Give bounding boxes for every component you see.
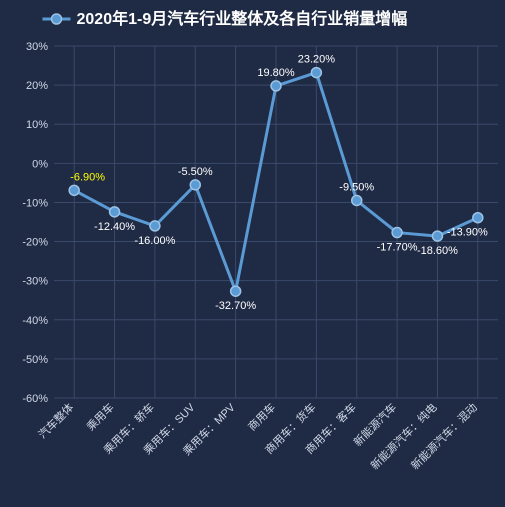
- data-marker: [190, 180, 200, 190]
- data-marker: [69, 185, 79, 195]
- data-marker: [392, 228, 402, 238]
- y-tick-label: 0%: [32, 158, 48, 170]
- data-label: -17.70%: [377, 242, 418, 254]
- y-tick-label: 10%: [26, 119, 48, 131]
- chart-svg: -60%-50%-40%-30%-20%-10%0%10%20%30%汽车整体乘…: [0, 0, 505, 507]
- data-label: -16.00%: [134, 235, 175, 247]
- y-tick-label: -60%: [22, 393, 48, 405]
- data-label: 23.20%: [298, 54, 336, 66]
- data-marker: [311, 68, 321, 78]
- y-tick-label: -40%: [22, 315, 48, 327]
- y-tick-label: 20%: [26, 80, 48, 92]
- data-label: -9.50%: [339, 181, 374, 193]
- data-label: -5.50%: [178, 166, 213, 178]
- data-label: -12.40%: [94, 221, 135, 233]
- data-label: -6.90%: [70, 171, 105, 183]
- sales-growth-chart: -60%-50%-40%-30%-20%-10%0%10%20%30%汽车整体乘…: [0, 0, 505, 507]
- y-tick-label: -50%: [22, 354, 48, 366]
- data-label: 19.80%: [257, 67, 295, 79]
- data-marker: [473, 213, 483, 223]
- data-label: -18.60%: [417, 245, 458, 257]
- data-marker: [110, 207, 120, 217]
- legend-marker: [52, 14, 62, 24]
- data-marker: [231, 286, 241, 296]
- y-tick-label: -10%: [22, 197, 48, 209]
- y-tick-label: -20%: [22, 237, 48, 249]
- data-marker: [352, 195, 362, 205]
- data-marker: [271, 81, 281, 91]
- chart-title: 2020年1-9月汽车行业整体及各自行业销量增幅: [77, 9, 408, 28]
- data-marker: [432, 231, 442, 241]
- data-marker: [150, 221, 160, 231]
- y-tick-label: -30%: [22, 276, 48, 288]
- data-label: -13.90%: [447, 227, 488, 239]
- y-tick-label: 30%: [26, 41, 48, 53]
- data-label: -32.70%: [215, 300, 256, 312]
